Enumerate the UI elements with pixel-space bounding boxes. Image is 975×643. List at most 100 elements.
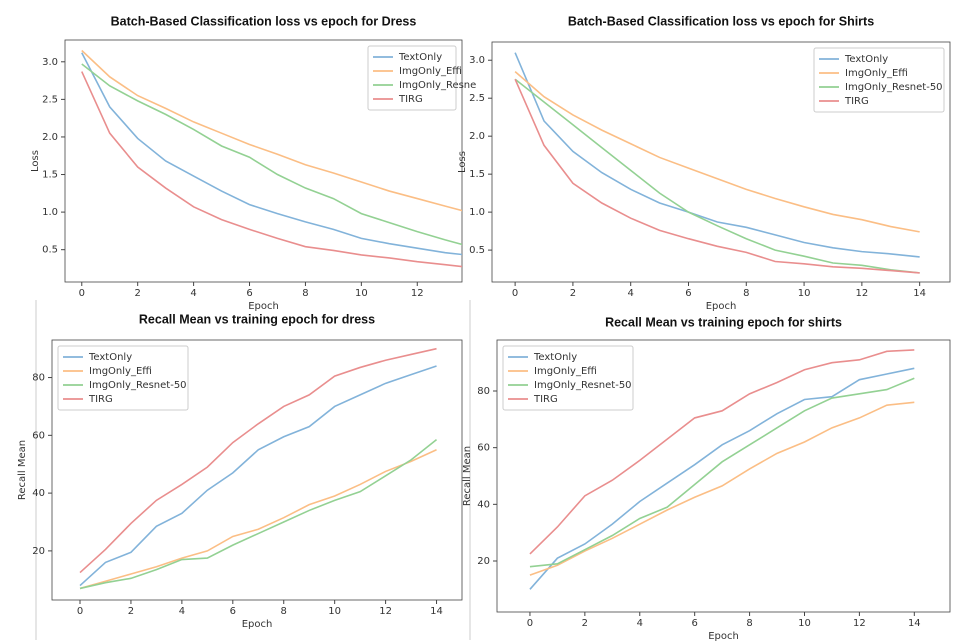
x-tick-label: 14 <box>908 618 921 629</box>
y-tick-label: 20 <box>32 546 45 557</box>
chart-title: Recall Mean vs training epoch for dress <box>139 312 375 326</box>
legend: TextOnly ImgOnly_Effi ImgOnly_Resne TIRG <box>367 45 476 111</box>
series-line <box>79 449 437 590</box>
legend: TextOnly ImgOnly_Effi ImgOnly_Resnet-50 TIR… <box>502 345 634 411</box>
x-tick-label: 4 <box>190 288 196 299</box>
legend-label: TextOnly <box>88 352 132 363</box>
x-tick-label: 6 <box>230 606 236 617</box>
x-tick-label: 6 <box>685 288 691 299</box>
x-tick-label: 10 <box>798 288 811 299</box>
y-tick-label: 3.0 <box>469 55 485 66</box>
y-tick-label: 1.0 <box>469 207 485 218</box>
legend-label: TIRG <box>398 94 423 105</box>
legend-label: ImgOnly_Effi <box>534 366 597 377</box>
plot-lines <box>79 347 438 590</box>
x-tick-label: 8 <box>302 288 308 299</box>
legend-label: ImgOnly_Effi <box>845 68 908 79</box>
series-line <box>81 71 462 268</box>
x-tick-label: 4 <box>179 606 185 617</box>
series-line <box>529 377 915 568</box>
legend-label: TextOnly <box>398 52 442 63</box>
x-tick-label: 12 <box>856 288 869 299</box>
x-tick-label: 0 <box>77 606 83 617</box>
plot-lines <box>81 49 462 268</box>
series-line <box>529 367 915 590</box>
x-tick-label: 2 <box>128 606 134 617</box>
x-tick-label: 14 <box>913 288 926 299</box>
legend-label: TextOnly <box>844 54 888 65</box>
x-tick-label: 10 <box>798 618 811 629</box>
y-axis-label: Loss <box>457 151 468 173</box>
y-axis-label: Loss <box>30 150 41 172</box>
y-tick-label: 80 <box>32 373 45 384</box>
y-tick-label: 0.5 <box>42 245 58 256</box>
legend-label: ImgOnly_Effi <box>89 366 152 377</box>
series-line <box>529 349 915 555</box>
y-tick-label: 1.0 <box>42 207 58 218</box>
x-tick-label: 10 <box>355 288 368 299</box>
chart-title: Batch-Based Classification loss vs epoch… <box>568 14 874 28</box>
y-axis-label: Recall Mean <box>17 440 28 500</box>
y-tick-label: 3.0 <box>42 57 58 68</box>
plot-lines <box>529 349 915 590</box>
legend-label: ImgOnly_Resnet-50 <box>89 380 187 391</box>
x-tick-label: 2 <box>135 288 141 299</box>
x-tick-label: 8 <box>746 618 752 629</box>
x-tick-label: 4 <box>637 618 643 629</box>
series-line <box>81 52 462 256</box>
y-tick-label: 60 <box>477 443 490 454</box>
legend-box <box>367 45 457 111</box>
series-line <box>514 78 920 274</box>
y-tick-label: 40 <box>32 488 45 499</box>
x-tick-label: 8 <box>281 606 287 617</box>
x-tick-label: 14 <box>430 606 443 617</box>
y-tick-label: 60 <box>32 430 45 441</box>
x-tick-label: 6 <box>691 618 697 629</box>
x-tick-label: 10 <box>328 606 341 617</box>
legend-label: TIRG <box>533 394 558 405</box>
x-tick-label: 12 <box>411 288 424 299</box>
legend-box <box>57 345 189 411</box>
x-tick-label: 12 <box>853 618 866 629</box>
x-tick-label: 8 <box>743 288 749 299</box>
x-tick-label: 12 <box>379 606 392 617</box>
series-line <box>79 347 437 574</box>
legend-label: ImgOnly_Resne <box>399 80 476 91</box>
legend-label: ImgOnly_Effi <box>399 66 462 77</box>
legend-label: TextOnly <box>533 352 577 363</box>
legend-box <box>813 47 945 113</box>
series-line <box>79 439 438 590</box>
x-axis-label: Epoch <box>248 301 279 312</box>
chart-title: Batch-Based Classification loss vs epoch… <box>111 14 417 28</box>
y-tick-label: 1.5 <box>469 169 485 180</box>
x-tick-label: 2 <box>582 618 588 629</box>
legend: TextOnly ImgOnly_Effi ImgOnly_Resnet-50 TIR… <box>813 47 945 113</box>
y-axis-label: Recall Mean <box>462 446 473 506</box>
legend-label: ImgOnly_Resnet-50 <box>845 82 943 93</box>
legend-label: TIRG <box>88 394 113 405</box>
y-tick-label: 2.0 <box>42 132 58 143</box>
series-line <box>514 52 920 258</box>
series-line <box>81 49 462 212</box>
y-tick-label: 1.5 <box>42 170 58 181</box>
x-axis-label: Epoch <box>708 631 739 642</box>
x-tick-label: 6 <box>246 288 252 299</box>
legend-label: TIRG <box>844 96 869 107</box>
chart-title: Recall Mean vs training epoch for shirts <box>605 315 842 329</box>
x-axis-label: Epoch <box>242 619 273 630</box>
y-tick-label: 80 <box>477 386 490 397</box>
x-tick-label: 0 <box>79 288 85 299</box>
x-tick-label: 0 <box>512 288 518 299</box>
x-tick-label: 2 <box>570 288 576 299</box>
y-tick-label: 0.5 <box>469 245 485 256</box>
series-line <box>81 63 462 246</box>
x-axis-label: Epoch <box>706 301 737 312</box>
series-line <box>79 365 437 587</box>
legend: TextOnly ImgOnly_Effi ImgOnly_Resnet-50 TIR… <box>57 345 189 411</box>
y-tick-label: 20 <box>477 556 490 567</box>
y-tick-label: 2.0 <box>469 131 485 142</box>
y-tick-label: 2.5 <box>42 94 58 105</box>
series-line <box>514 71 920 233</box>
plot-lines <box>514 52 920 274</box>
